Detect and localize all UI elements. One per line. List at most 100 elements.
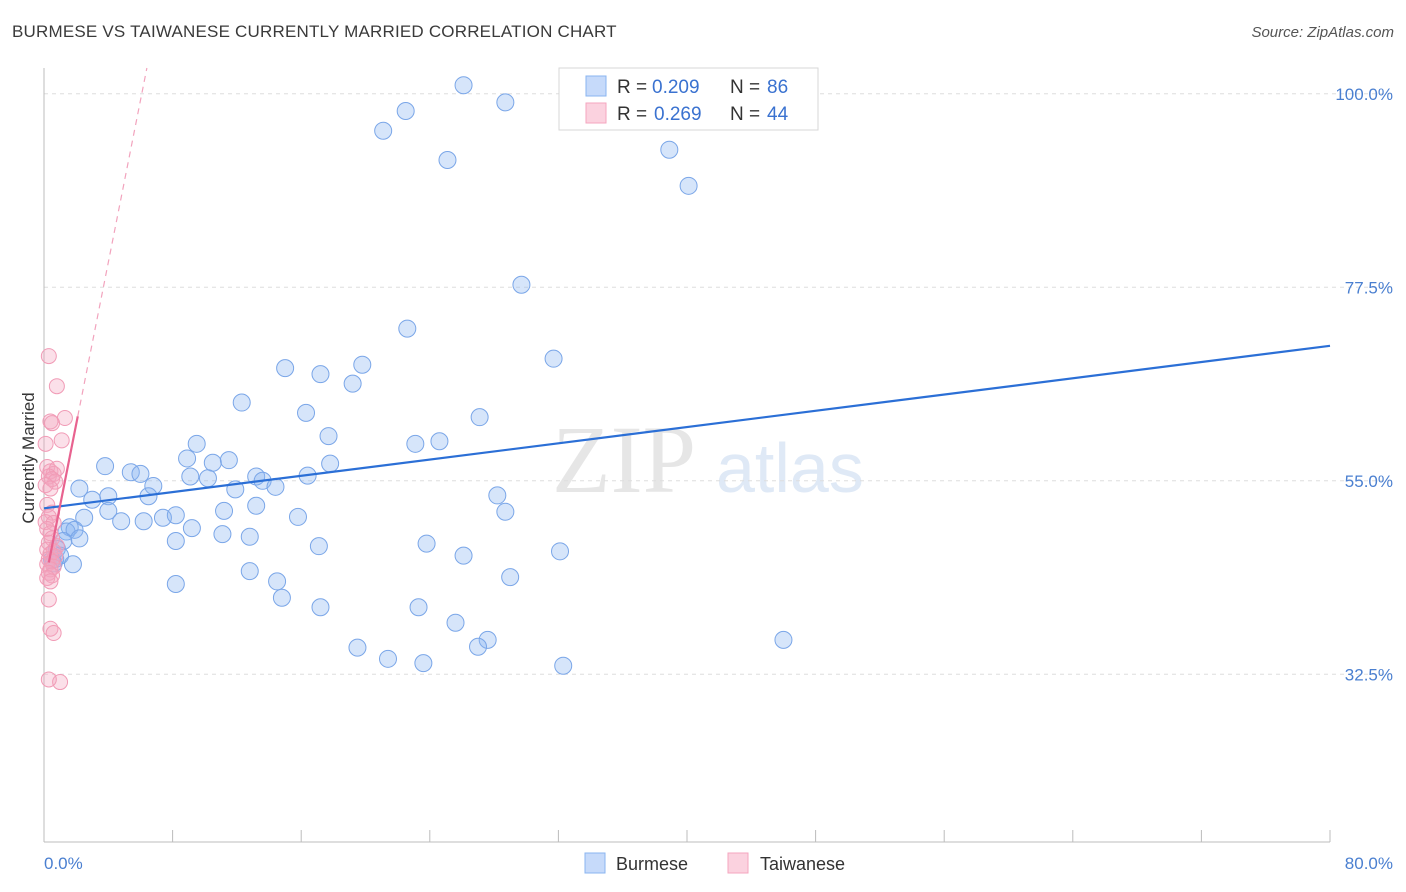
burmese-point bbox=[112, 512, 131, 531]
burmese-point bbox=[343, 374, 362, 393]
burmese-point bbox=[276, 359, 295, 378]
y-axis-label: Currently Married bbox=[19, 392, 38, 523]
burmese-point bbox=[679, 176, 698, 195]
axes bbox=[43, 68, 1331, 843]
burmese-point bbox=[454, 546, 473, 565]
burmese-point bbox=[70, 529, 89, 548]
burmese-point bbox=[288, 507, 307, 526]
burmese-point bbox=[398, 319, 417, 338]
burmese-point bbox=[321, 454, 340, 473]
burmese-point bbox=[469, 637, 488, 656]
burmese-point bbox=[454, 76, 473, 95]
burmese-point bbox=[268, 572, 287, 591]
burmese-point bbox=[203, 453, 222, 472]
burmese-point bbox=[438, 151, 457, 170]
taiwanese-point bbox=[42, 573, 59, 590]
burmese-point bbox=[247, 496, 266, 515]
burmese-point bbox=[409, 598, 428, 617]
burmese-point bbox=[551, 542, 570, 561]
burmese-r-label: R = bbox=[617, 77, 647, 98]
burmese-points bbox=[43, 76, 793, 675]
burmese-point bbox=[501, 568, 520, 587]
burmese-point bbox=[406, 434, 425, 453]
legend-burmese-label: Burmese bbox=[616, 854, 688, 874]
taiwanese-swatch bbox=[585, 102, 607, 124]
taiwanese-point bbox=[44, 415, 61, 432]
taiwanese-point bbox=[37, 435, 54, 452]
taiwanese-trend-line bbox=[47, 416, 79, 563]
burmese-point bbox=[488, 486, 507, 505]
burmese-point bbox=[348, 638, 367, 657]
burmese-point bbox=[430, 432, 449, 451]
burmese-point bbox=[96, 457, 115, 476]
taiwanese-point bbox=[40, 348, 57, 365]
burmese-point bbox=[311, 365, 330, 384]
burmese-point bbox=[182, 519, 201, 538]
burmese-point bbox=[414, 654, 433, 673]
y-tick-label-3: 32.5% bbox=[1345, 665, 1393, 684]
taiwanese-point bbox=[39, 496, 56, 513]
taiwanese-point bbox=[44, 567, 61, 584]
taiwanese-point bbox=[40, 671, 57, 688]
burmese-swatch bbox=[585, 75, 607, 97]
burmese-n-value: 86 bbox=[767, 77, 788, 98]
y-tick-label-2: 55.0% bbox=[1345, 472, 1393, 491]
taiwanese-points bbox=[37, 348, 73, 691]
legend-burmese-swatch bbox=[584, 852, 606, 874]
burmese-point bbox=[215, 501, 234, 520]
chart-title: BURMESE VS TAIWANESE CURRENTLY MARRIED C… bbox=[12, 22, 617, 41]
burmese-point bbox=[166, 575, 185, 593]
burmese-point bbox=[198, 469, 217, 488]
taiwanese-point bbox=[40, 591, 57, 608]
burmese-point bbox=[309, 537, 328, 556]
burmese-point bbox=[379, 649, 398, 668]
y-tick-label-0: 100.0% bbox=[1335, 85, 1393, 104]
burmese-point bbox=[166, 506, 185, 525]
watermark-atlas: atlas bbox=[716, 429, 864, 507]
burmese-n-label: N = bbox=[730, 77, 760, 98]
burmese-point bbox=[396, 102, 415, 120]
burmese-point bbox=[83, 490, 102, 509]
burmese-point bbox=[470, 408, 489, 427]
burmese-point bbox=[187, 434, 206, 453]
burmese-point bbox=[240, 562, 259, 581]
burmese-point bbox=[166, 532, 185, 550]
stats-legend: R = 0.209 N = 86 R = 0.269 N = 44 bbox=[558, 67, 819, 131]
burmese-point bbox=[178, 449, 197, 468]
watermark-zip: ZIP bbox=[552, 406, 696, 513]
burmese-point bbox=[131, 464, 150, 483]
burmese-point bbox=[219, 451, 238, 470]
tick-labels: 100.0% 77.5% 55.0% 32.5% 0.0% 80.0% bbox=[44, 85, 1393, 873]
burmese-point bbox=[554, 656, 573, 675]
burmese-point bbox=[134, 512, 153, 531]
trend-lines bbox=[43, 67, 1331, 563]
taiwanese-r-value: 0.269 bbox=[654, 104, 702, 125]
burmese-r-value: 0.209 bbox=[652, 77, 700, 98]
x-tick-label-min: 0.0% bbox=[44, 854, 83, 873]
taiwanese-n-value: 44 bbox=[767, 104, 789, 125]
burmese-point bbox=[65, 520, 84, 539]
burmese-point bbox=[311, 598, 330, 617]
taiwanese-point bbox=[42, 480, 59, 497]
x-tick-label-max: 80.0% bbox=[1345, 854, 1393, 873]
burmese-point bbox=[70, 479, 89, 498]
taiwanese-point bbox=[45, 625, 62, 642]
burmese-trend-line bbox=[43, 344, 1331, 510]
series-legend: Burmese Taiwanese bbox=[584, 852, 845, 874]
burmese-point bbox=[297, 403, 316, 422]
source-credit: Source: ZipAtlas.com bbox=[1251, 24, 1394, 41]
burmese-point bbox=[63, 555, 82, 574]
burmese-point bbox=[417, 534, 436, 553]
burmese-point bbox=[512, 275, 531, 294]
burmese-point bbox=[240, 527, 259, 546]
burmese-point bbox=[496, 93, 515, 112]
burmese-point bbox=[99, 501, 118, 520]
burmese-point bbox=[496, 502, 515, 521]
burmese-point bbox=[774, 630, 793, 649]
taiwanese-point bbox=[53, 432, 70, 449]
taiwanese-trend-extension bbox=[77, 67, 148, 417]
taiwanese-n-label: N = bbox=[730, 104, 760, 125]
burmese-point bbox=[181, 467, 200, 486]
burmese-point bbox=[232, 393, 251, 412]
y-tick-label-1: 77.5% bbox=[1345, 278, 1393, 297]
